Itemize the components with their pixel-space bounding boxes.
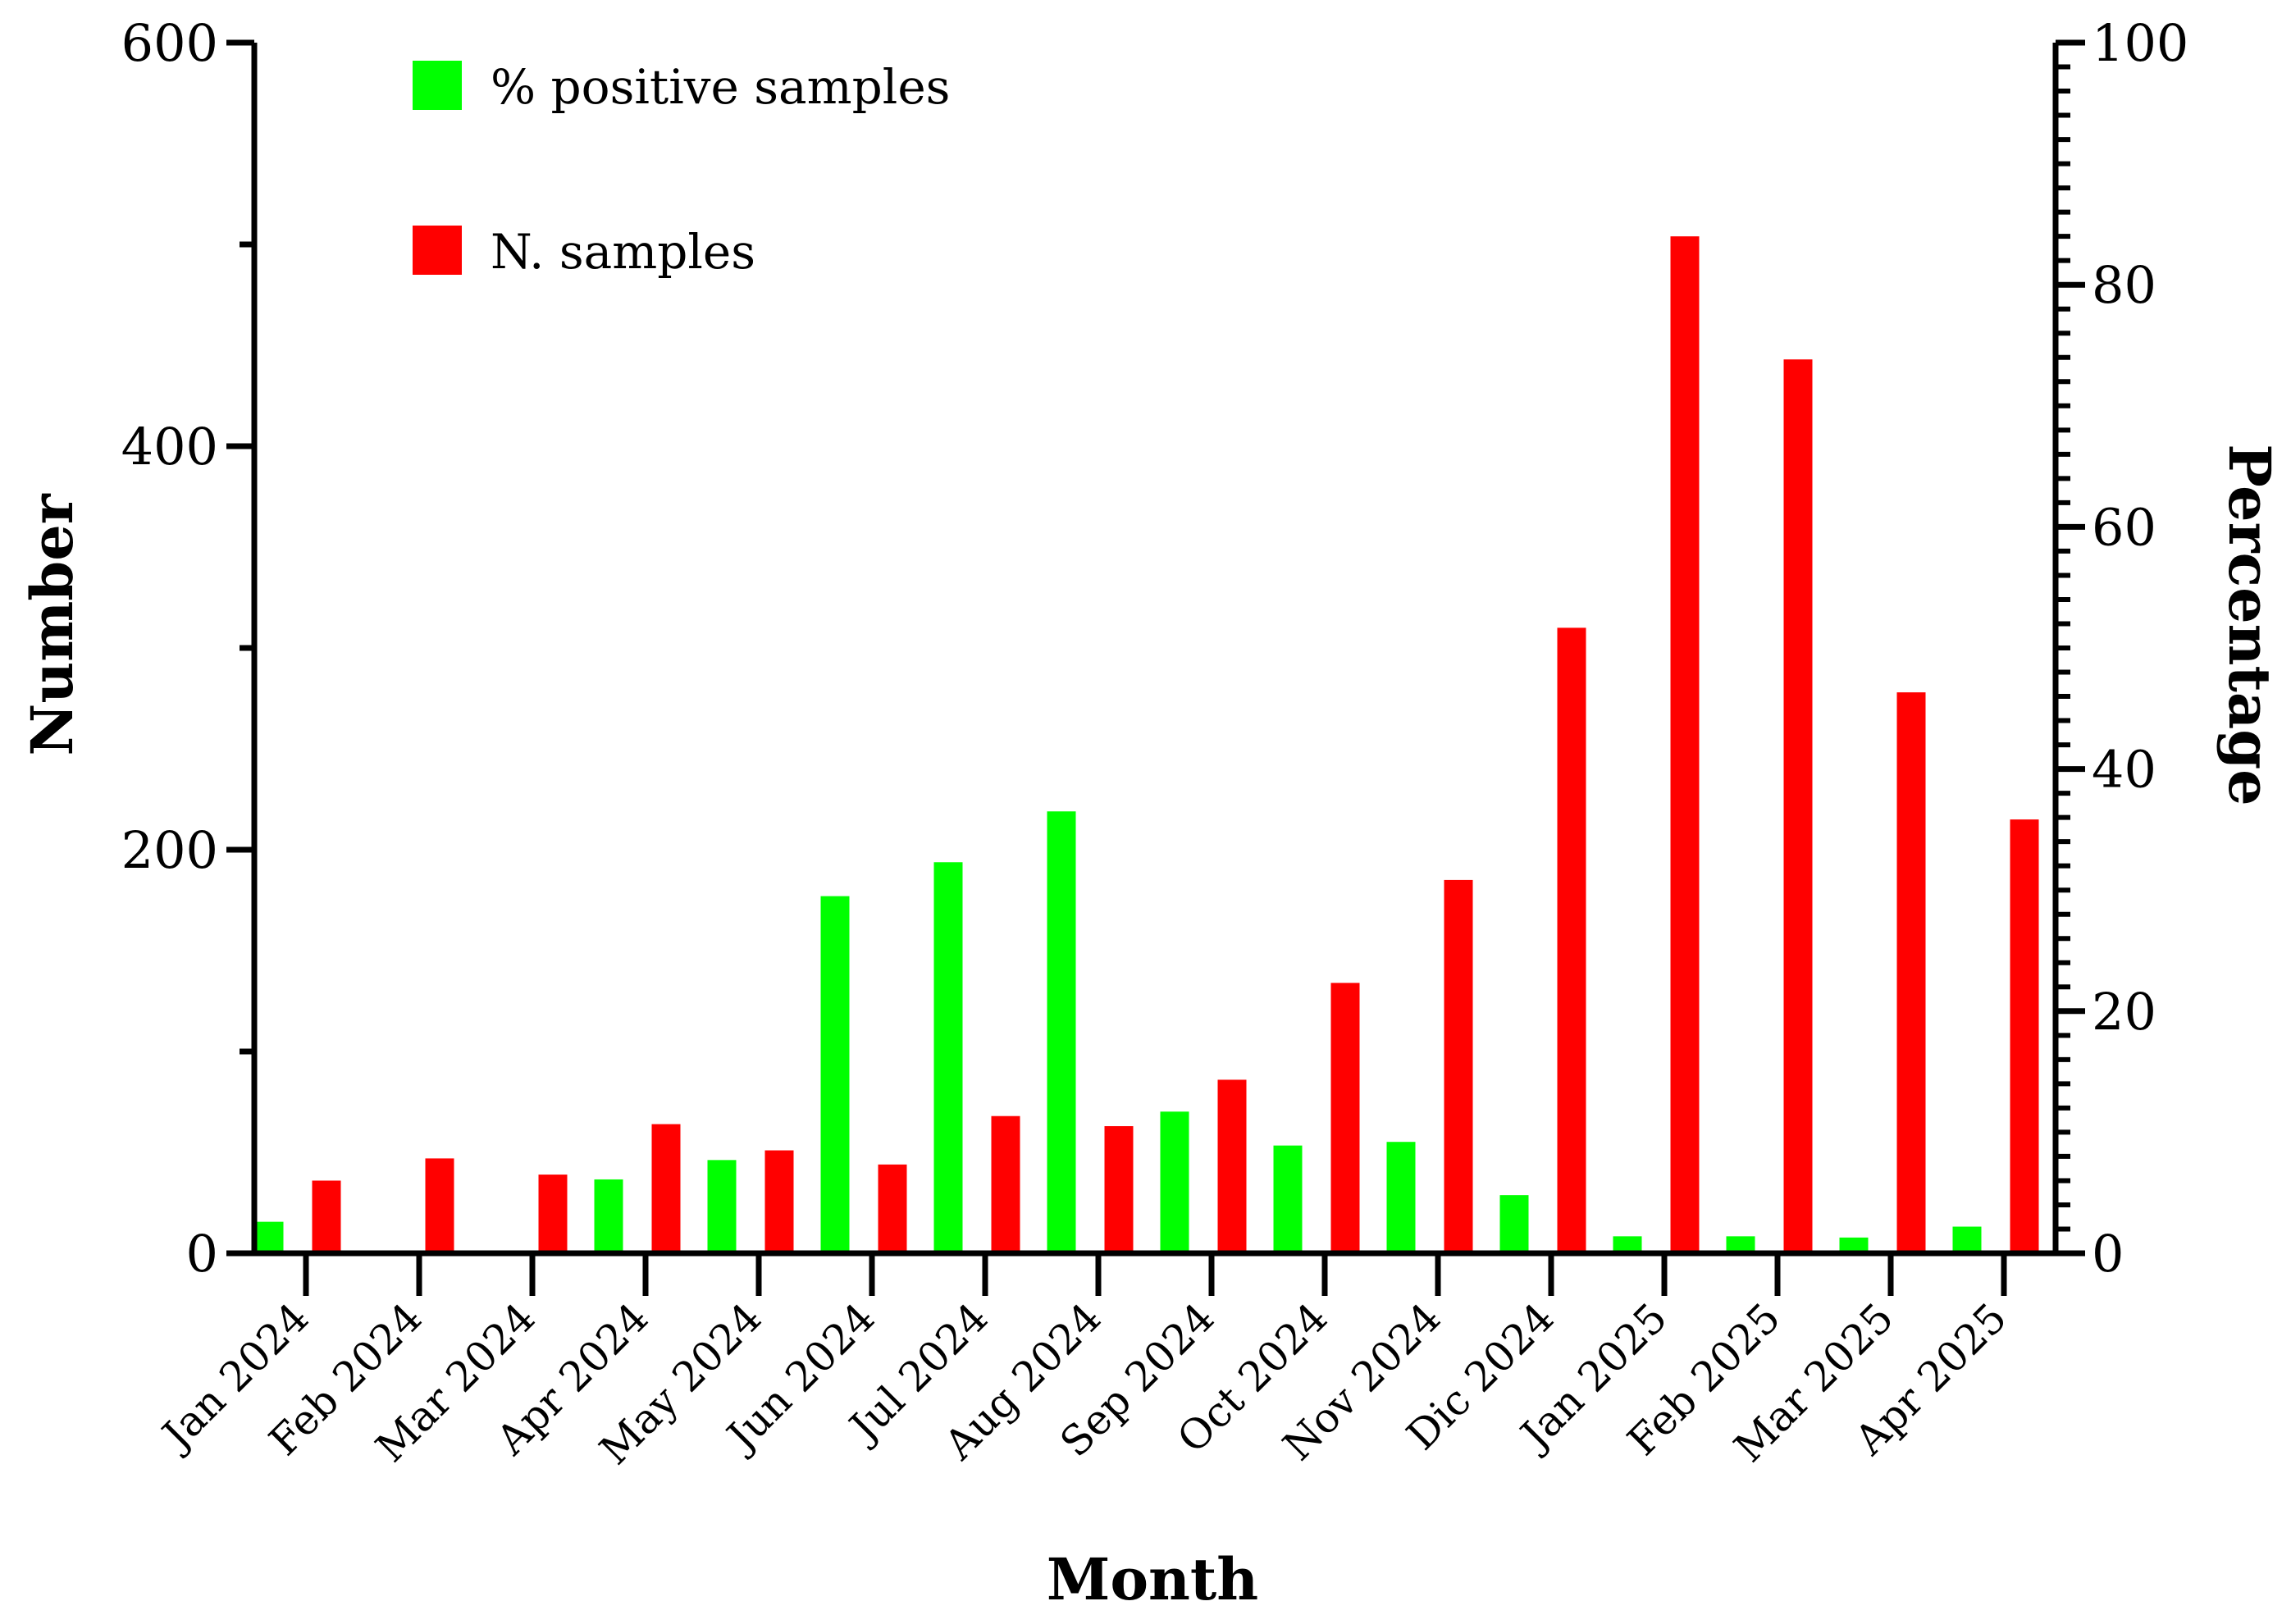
legend-swatch-positive bbox=[413, 61, 462, 110]
legend-label-positive: % positive samples bbox=[491, 59, 950, 115]
bar-positive-pct-0 bbox=[254, 1221, 284, 1253]
legend: % positive samples N. samples bbox=[413, 59, 950, 280]
bar-positive-pct-4 bbox=[707, 1160, 737, 1253]
bar-n-samples-0 bbox=[312, 1180, 341, 1253]
y-right-tick-label-1: 20 bbox=[2092, 982, 2156, 1042]
bar-n-samples-10 bbox=[1444, 879, 1473, 1253]
bar-n-samples-13 bbox=[1783, 359, 1813, 1254]
y-right-tick-label-0: 0 bbox=[2092, 1224, 2124, 1284]
bar-positive-pct-11 bbox=[1499, 1195, 1529, 1253]
bar-n-samples-3 bbox=[651, 1124, 681, 1253]
bar-n-samples-15 bbox=[2010, 819, 2039, 1253]
legend-label-samples: N. samples bbox=[491, 224, 755, 280]
bar-n-samples-2 bbox=[538, 1175, 568, 1253]
bar-positive-pct-12 bbox=[1613, 1236, 1642, 1253]
y-right-tick-label-3: 60 bbox=[2092, 497, 2156, 557]
bar-positive-pct-3 bbox=[594, 1179, 623, 1253]
bar-n-samples-11 bbox=[1557, 627, 1586, 1253]
y-left-tick-label-1: 200 bbox=[121, 820, 218, 880]
y-left-tick-label-0: 0 bbox=[186, 1224, 218, 1284]
y-right-tick-label-2: 40 bbox=[2092, 740, 2156, 800]
bar-n-samples-14 bbox=[1896, 692, 1926, 1253]
bar-positive-pct-5 bbox=[820, 896, 850, 1253]
bar-n-samples-4 bbox=[764, 1150, 794, 1253]
bar-n-samples-5 bbox=[878, 1164, 907, 1253]
y-axis-title-right: Percentage bbox=[2216, 444, 2284, 805]
legend-swatch-samples bbox=[413, 226, 462, 275]
bar-positive-pct-15 bbox=[1952, 1226, 1982, 1253]
bar-n-samples-1 bbox=[425, 1158, 454, 1253]
y-right-tick-label-4: 80 bbox=[2092, 255, 2156, 315]
bar-n-samples-7 bbox=[1104, 1126, 1134, 1253]
bar-positive-pct-6 bbox=[933, 862, 963, 1253]
bar-positive-pct-10 bbox=[1386, 1142, 1416, 1253]
y-axis-title-left: Number bbox=[18, 493, 86, 755]
y-left-tick-label-3: 600 bbox=[121, 13, 218, 73]
bar-positive-pct-13 bbox=[1726, 1236, 1755, 1253]
bar-positive-pct-7 bbox=[1047, 811, 1076, 1253]
bar-positive-pct-9 bbox=[1273, 1145, 1303, 1253]
bar-n-samples-6 bbox=[991, 1115, 1020, 1253]
y-left-tick-label-2: 400 bbox=[121, 417, 218, 477]
bar-n-samples-9 bbox=[1330, 983, 1360, 1253]
bar-n-samples-8 bbox=[1217, 1079, 1247, 1253]
x-axis-title: Month bbox=[1047, 1545, 1258, 1613]
bar-positive-pct-8 bbox=[1160, 1111, 1189, 1253]
bar-positive-pct-14 bbox=[1839, 1237, 1869, 1253]
y-right-tick-label-5: 100 bbox=[2092, 13, 2188, 73]
bar-n-samples-12 bbox=[1670, 236, 1700, 1253]
bars bbox=[254, 236, 2039, 1254]
